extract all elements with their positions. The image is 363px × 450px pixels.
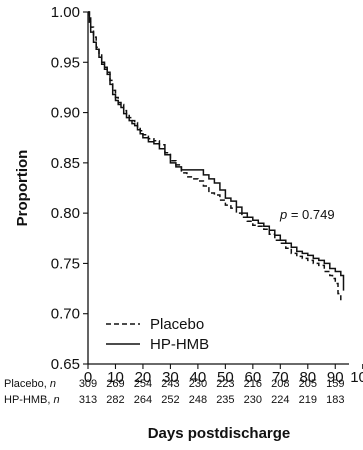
series-layer [88, 11, 345, 301]
risk-value: 282 [106, 394, 124, 406]
p-value-text: = 0.749 [287, 207, 334, 222]
x-tick-label: 100 [350, 369, 363, 386]
y-tick-label: 0.95 [51, 54, 80, 71]
risk-value: 230 [189, 378, 207, 390]
legend: Placebo HP-HMB [106, 316, 209, 353]
y-tick-label: 0.85 [51, 155, 80, 172]
risk-value: 208 [271, 378, 289, 390]
x-tick-label: 70 [272, 369, 289, 386]
risk-value: 219 [299, 394, 317, 406]
legend-label-placebo: Placebo [150, 316, 204, 333]
y-axis-title: Proportion [14, 150, 31, 227]
risk-value: 252 [161, 394, 179, 406]
risk-value: 243 [161, 378, 179, 390]
risk-value: 313 [79, 394, 97, 406]
risk-value: 254 [134, 378, 152, 390]
risk-value: 159 [326, 378, 344, 390]
x-tick-label: 60 [244, 369, 261, 386]
risk-value: 205 [299, 378, 317, 390]
risk-value: 264 [134, 394, 152, 406]
risk-value: 216 [244, 378, 262, 390]
legend-label-hp-hmb: HP-HMB [150, 336, 209, 353]
risk-value: 309 [79, 378, 97, 390]
x-tick-label: 20 [135, 369, 152, 386]
x-tick-label: 90 [327, 369, 344, 386]
y-tick-label: 0.65 [51, 356, 80, 373]
p-value-symbol: p [279, 207, 287, 222]
axes: 0.65 0.70 0.75 0.80 0.85 0.90 0.95 1.00 0 10 20 30 4… [51, 4, 363, 386]
y-tick-label: 0.90 [51, 105, 80, 122]
risk-value: 235 [216, 394, 234, 406]
y-tick-label: 0.70 [51, 306, 80, 323]
risk-row-label-placebo: Placebo, n [4, 378, 56, 390]
x-tick-label: 30 [162, 369, 179, 386]
risk-value: 269 [106, 378, 124, 390]
risk-value: 248 [189, 394, 207, 406]
x-tick-label: 10 [107, 369, 124, 386]
x-tick-label: 80 [299, 369, 316, 386]
x-tick-label: 0 [84, 369, 92, 386]
x-tick-label: 40 [190, 369, 207, 386]
y-tick-label: 0.75 [51, 255, 80, 272]
risk-value: 230 [244, 394, 262, 406]
risk-value: 224 [271, 394, 289, 406]
y-tick-label: 0.80 [51, 205, 80, 222]
series-line-hp-hmb [88, 11, 345, 291]
risk-values: 309 269 254 243 230 223 216 208 205 159 313 282 264 2… [79, 378, 345, 406]
risk-table: Placebo, n HP-HMB, n 309 269 254 243 230 223 2… [4, 378, 344, 406]
p-value-annotation: p = 0.749 [279, 207, 335, 222]
risk-value: 183 [326, 394, 344, 406]
series-line-placebo [88, 11, 342, 301]
risk-row-label-hp-hmb: HP-HMB, n [4, 394, 60, 406]
x-axis-title: Days postdischarge [148, 425, 291, 442]
y-tick-label: 1.00 [51, 4, 80, 21]
risk-value: 223 [216, 378, 234, 390]
x-tick-label: 50 [217, 369, 234, 386]
